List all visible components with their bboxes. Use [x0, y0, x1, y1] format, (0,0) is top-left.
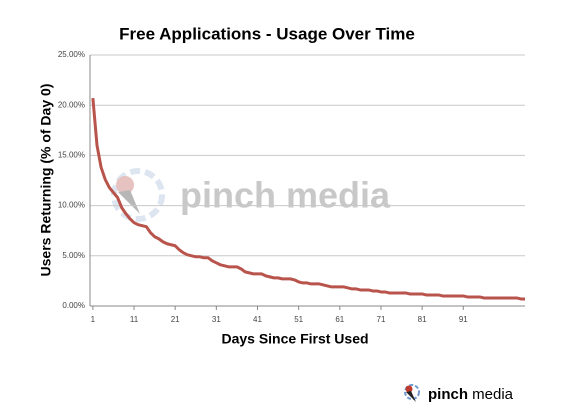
- y-tick-label: 15.00%: [58, 151, 85, 160]
- x-tick-label: 61: [335, 315, 344, 324]
- y-tick-label: 25.00%: [58, 50, 85, 59]
- watermark-icon: [111, 168, 165, 222]
- logo-word: media: [472, 386, 514, 403]
- x-axis-label: Days Since First Used: [221, 331, 368, 347]
- y-tick-label: 20.00%: [58, 100, 85, 109]
- logo-icon: [404, 384, 420, 402]
- data-line: [91, 98, 525, 301]
- x-tick-label: 31: [212, 315, 221, 324]
- watermark: pinch media: [180, 175, 391, 216]
- x-tick-label: 41: [253, 315, 262, 324]
- chart-title: Free Applications - Usage Over Time: [119, 24, 415, 43]
- x-tick-label: 1: [91, 315, 96, 324]
- y-tick-label: 5.00%: [62, 251, 85, 260]
- logo-word: pinch: [428, 386, 468, 403]
- y-axis-label: Users Returning (% of Day 0): [38, 84, 54, 277]
- logo: pinch media: [428, 386, 514, 403]
- x-tick-label: 71: [377, 315, 386, 324]
- x-tick-label: 21: [171, 315, 180, 324]
- x-tick-label: 91: [459, 315, 468, 324]
- x-tick-label: 11: [130, 315, 139, 324]
- x-tick-label: 81: [418, 315, 427, 324]
- x-tick-label: 51: [294, 315, 303, 324]
- y-tick-label: 0.00%: [62, 301, 85, 310]
- y-tick-label: 10.00%: [58, 201, 85, 210]
